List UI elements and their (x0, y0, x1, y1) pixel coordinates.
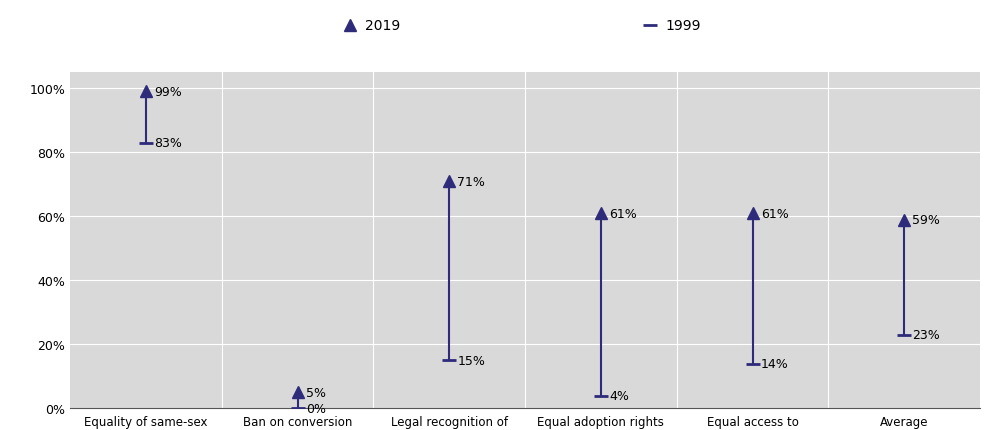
Text: 5%: 5% (306, 386, 326, 399)
Text: 14%: 14% (761, 357, 789, 370)
Text: 61%: 61% (609, 207, 637, 220)
Text: 83%: 83% (154, 137, 182, 150)
Text: 4%: 4% (609, 389, 629, 402)
Text: 71%: 71% (457, 175, 485, 188)
Text: 23%: 23% (912, 329, 940, 341)
Text: 99%: 99% (154, 86, 182, 99)
Text: 15%: 15% (457, 354, 485, 367)
Text: 1999: 1999 (665, 19, 700, 33)
Text: 59%: 59% (912, 214, 940, 227)
Text: 61%: 61% (761, 207, 789, 220)
Text: 2019: 2019 (365, 19, 400, 33)
Text: 0%: 0% (306, 402, 326, 415)
